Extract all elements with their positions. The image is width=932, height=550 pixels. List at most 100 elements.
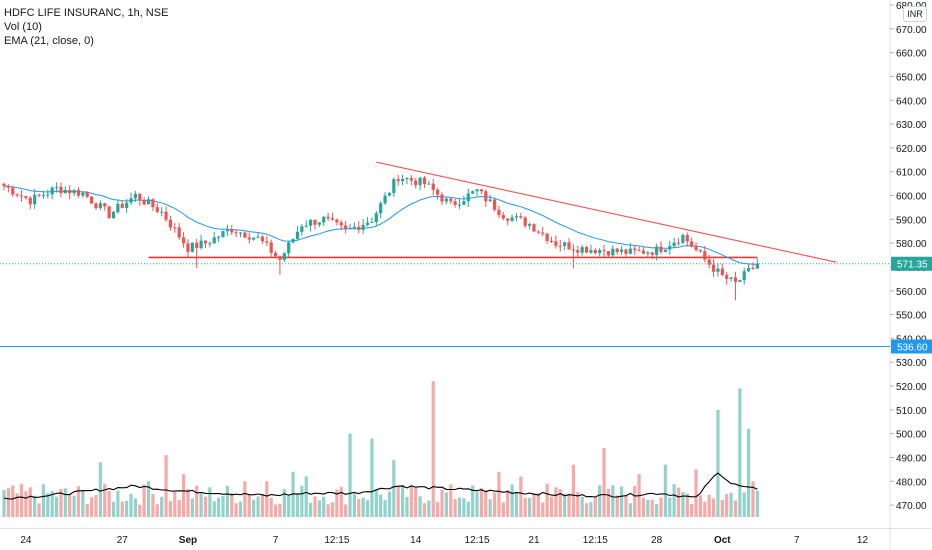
volume-bar bbox=[19, 483, 24, 517]
candle-body bbox=[711, 264, 716, 272]
volume-bar bbox=[602, 447, 606, 517]
volume-bar bbox=[563, 493, 567, 517]
candle-body bbox=[567, 242, 571, 250]
volume-bar bbox=[668, 497, 672, 517]
volume-bar bbox=[650, 499, 654, 517]
volume-bar bbox=[519, 476, 523, 517]
volume-bar bbox=[457, 497, 462, 517]
candle-body bbox=[103, 203, 107, 207]
candle-body bbox=[523, 217, 527, 226]
volume-bar bbox=[436, 502, 440, 517]
volume-bar bbox=[352, 493, 356, 517]
volume-bar bbox=[111, 501, 116, 517]
volume-bar bbox=[339, 486, 343, 517]
volume-bar bbox=[698, 495, 703, 517]
volume-bar bbox=[742, 492, 746, 517]
volume-bar bbox=[173, 490, 177, 517]
volume-bar bbox=[720, 499, 724, 517]
volume-bar bbox=[90, 497, 94, 517]
candle-body bbox=[440, 194, 444, 202]
volume-bar bbox=[532, 493, 536, 517]
candle-body bbox=[576, 250, 580, 253]
volume-bar bbox=[545, 483, 549, 517]
candle-body bbox=[444, 198, 448, 202]
candle-body bbox=[339, 222, 343, 226]
volume-bar bbox=[208, 487, 212, 517]
candle-body bbox=[738, 280, 742, 282]
symbol-title[interactable]: HDFC LIFE INSURANC, 1h, NSE bbox=[4, 7, 169, 19]
volume-bar bbox=[304, 476, 308, 517]
candle-body bbox=[545, 233, 549, 241]
candle-body bbox=[742, 271, 746, 281]
currency-button[interactable]: INR bbox=[903, 6, 927, 22]
volume-bar bbox=[256, 496, 260, 517]
volume-bar bbox=[492, 492, 497, 517]
volume-bar bbox=[300, 485, 304, 517]
candle-body bbox=[300, 226, 304, 232]
volume-bar bbox=[212, 501, 216, 517]
candle-body bbox=[379, 203, 383, 214]
volume-bar bbox=[146, 481, 151, 517]
candle-body bbox=[536, 231, 540, 233]
volume-bar bbox=[523, 497, 527, 517]
candle-body bbox=[72, 189, 76, 194]
y-tick-label: 530.00 bbox=[896, 358, 927, 369]
candle-body bbox=[186, 243, 190, 252]
volume-bar bbox=[273, 504, 278, 517]
candle-body bbox=[37, 194, 41, 196]
volume-indicator-label[interactable]: Vol (10) bbox=[4, 21, 42, 33]
candle-body bbox=[230, 229, 234, 233]
candle-body bbox=[6, 186, 10, 188]
volume-bar bbox=[536, 492, 540, 517]
volume-bar bbox=[195, 485, 199, 517]
volume-bar bbox=[160, 496, 164, 517]
candle-body bbox=[453, 201, 457, 205]
candle-body bbox=[19, 195, 24, 197]
volume-bar bbox=[282, 489, 286, 517]
volume-bar bbox=[41, 484, 46, 517]
candle-body bbox=[41, 195, 46, 197]
candle-body bbox=[392, 179, 396, 193]
y-tick-label: 590.00 bbox=[896, 215, 927, 226]
candle-body bbox=[225, 229, 229, 232]
ema-indicator-label[interactable]: EMA (21, close, 0) bbox=[4, 35, 94, 47]
candle-body bbox=[317, 222, 321, 225]
volume-bar bbox=[107, 490, 111, 517]
candle-body bbox=[374, 213, 378, 223]
volume-bar bbox=[181, 474, 186, 517]
volume-bar bbox=[418, 496, 422, 517]
volume-bar bbox=[514, 492, 519, 517]
candle-body bbox=[120, 203, 124, 208]
price-label-badge bbox=[891, 339, 932, 354]
candle-body bbox=[160, 211, 164, 213]
candle-body bbox=[203, 240, 208, 244]
y-tick-label: 630.00 bbox=[896, 120, 927, 131]
volume-bar bbox=[15, 493, 19, 517]
volume-bar bbox=[322, 496, 326, 517]
candle-body bbox=[68, 189, 72, 194]
candle-body bbox=[449, 198, 453, 202]
y-tick-label: 670.00 bbox=[896, 25, 927, 36]
x-tick-label: Oct bbox=[714, 535, 731, 546]
candle-body bbox=[528, 224, 532, 226]
candle-body bbox=[252, 237, 256, 240]
volume-bar bbox=[190, 498, 194, 517]
candle-body bbox=[151, 199, 155, 208]
candle-body bbox=[309, 219, 313, 226]
candle-body bbox=[422, 177, 427, 185]
candle-body bbox=[593, 250, 597, 254]
volume-bar bbox=[733, 500, 738, 517]
volume-bar bbox=[694, 469, 698, 517]
candle-body bbox=[15, 194, 19, 196]
volume-bar bbox=[344, 504, 348, 517]
candle-body bbox=[50, 187, 54, 195]
volume-bar bbox=[278, 503, 282, 517]
candle-body bbox=[63, 189, 67, 194]
volume-bar bbox=[462, 498, 466, 517]
candle-body bbox=[703, 251, 707, 260]
volume-bar bbox=[541, 502, 545, 517]
volume-bar bbox=[265, 481, 269, 517]
candle-body bbox=[278, 256, 282, 260]
